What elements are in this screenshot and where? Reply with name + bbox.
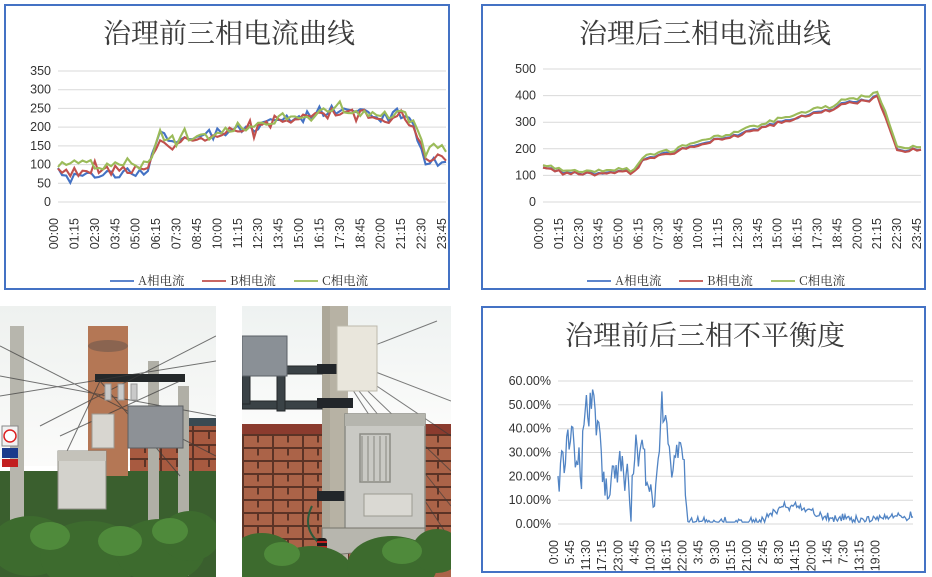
svg-text:40.00%: 40.00% — [509, 422, 551, 436]
svg-text:B相电流: B相电流 — [230, 271, 276, 289]
svg-text:15:15: 15:15 — [724, 540, 738, 571]
svg-text:16:15: 16:15 — [791, 218, 805, 249]
svg-text:150: 150 — [30, 139, 51, 153]
svg-text:19:00: 19:00 — [869, 540, 883, 571]
svg-text:20:00: 20:00 — [804, 540, 818, 571]
svg-text:02:30: 02:30 — [572, 218, 586, 249]
svg-text:30.00%: 30.00% — [509, 446, 551, 460]
svg-text:100: 100 — [515, 168, 536, 182]
svg-text:7:30: 7:30 — [836, 540, 850, 564]
svg-text:06:15: 06:15 — [632, 218, 646, 249]
svg-text:2:45: 2:45 — [756, 540, 770, 564]
svg-text:0: 0 — [529, 195, 536, 209]
svg-text:400: 400 — [515, 89, 536, 103]
svg-text:治理后三相电流曲线: 治理后三相电流曲线 — [579, 12, 831, 52]
svg-text:07:30: 07:30 — [651, 218, 665, 249]
svg-text:5:45: 5:45 — [563, 540, 577, 564]
svg-text:08:45: 08:45 — [671, 218, 685, 249]
svg-text:200: 200 — [30, 120, 51, 134]
svg-text:08:45: 08:45 — [190, 218, 204, 249]
svg-text:300: 300 — [30, 83, 51, 97]
svg-text:50.00%: 50.00% — [509, 398, 551, 412]
svg-text:01:15: 01:15 — [552, 218, 566, 249]
svg-text:20:00: 20:00 — [374, 218, 388, 249]
svg-text:治理前后三相不平衡度: 治理前后三相不平衡度 — [565, 314, 845, 354]
svg-text:14:15: 14:15 — [788, 540, 802, 571]
svg-text:0.00%: 0.00% — [516, 517, 551, 531]
svg-text:A相电流: A相电流 — [615, 271, 661, 289]
svg-text:13:45: 13:45 — [272, 218, 286, 249]
svg-text:13:15: 13:15 — [853, 540, 867, 571]
svg-text:350: 350 — [30, 64, 51, 78]
svg-text:10:00: 10:00 — [210, 218, 224, 249]
svg-text:23:45: 23:45 — [910, 218, 924, 249]
svg-text:17:30: 17:30 — [811, 218, 825, 249]
svg-text:01:15: 01:15 — [67, 218, 81, 249]
svg-text:50: 50 — [37, 176, 51, 190]
svg-text:0: 0 — [44, 195, 51, 209]
svg-text:03:45: 03:45 — [592, 218, 606, 249]
svg-text:21:00: 21:00 — [740, 540, 754, 571]
svg-text:B相电流: B相电流 — [707, 271, 753, 289]
svg-text:200: 200 — [515, 142, 536, 156]
svg-text:03:45: 03:45 — [108, 218, 122, 249]
svg-text:00:00: 00:00 — [532, 218, 546, 249]
svg-text:3:45: 3:45 — [692, 540, 706, 564]
svg-text:0:00: 0:00 — [547, 540, 561, 564]
svg-text:22:30: 22:30 — [890, 218, 904, 249]
svg-text:12:30: 12:30 — [251, 218, 265, 249]
svg-text:10:30: 10:30 — [644, 540, 658, 571]
svg-text:10.00%: 10.00% — [509, 493, 551, 507]
svg-text:11:30: 11:30 — [579, 540, 593, 570]
svg-text:10:00: 10:00 — [691, 218, 705, 249]
svg-text:12:30: 12:30 — [731, 218, 745, 249]
svg-text:C相电流: C相电流 — [322, 271, 368, 289]
svg-text:9:30: 9:30 — [708, 540, 722, 564]
svg-text:20.00%: 20.00% — [509, 469, 551, 483]
svg-text:15:00: 15:00 — [292, 218, 306, 249]
svg-text:60.00%: 60.00% — [509, 374, 551, 388]
svg-text:21:15: 21:15 — [870, 218, 884, 249]
svg-text:300: 300 — [515, 115, 536, 129]
svg-text:4:45: 4:45 — [627, 540, 641, 564]
svg-text:18:45: 18:45 — [830, 218, 844, 249]
svg-text:23:45: 23:45 — [435, 218, 449, 249]
svg-text:治理前三相电流曲线: 治理前三相电流曲线 — [103, 12, 355, 52]
svg-text:16:15: 16:15 — [660, 540, 674, 571]
svg-text:250: 250 — [30, 101, 51, 115]
svg-text:13:45: 13:45 — [751, 218, 765, 249]
svg-text:C相电流: C相电流 — [799, 271, 845, 289]
svg-text:06:15: 06:15 — [149, 218, 163, 249]
svg-text:02:30: 02:30 — [88, 218, 102, 249]
svg-text:00:00: 00:00 — [47, 218, 61, 249]
svg-text:11:15: 11:15 — [231, 218, 245, 248]
svg-text:22:30: 22:30 — [415, 218, 429, 249]
svg-text:21:15: 21:15 — [394, 218, 408, 249]
svg-text:17:15: 17:15 — [595, 540, 609, 571]
svg-text:22:00: 22:00 — [676, 540, 690, 571]
svg-text:20:00: 20:00 — [850, 218, 864, 249]
svg-text:23:00: 23:00 — [611, 540, 625, 571]
svg-text:05:00: 05:00 — [129, 218, 143, 249]
svg-text:8:30: 8:30 — [772, 540, 786, 564]
svg-text:05:00: 05:00 — [612, 218, 626, 249]
svg-text:18:45: 18:45 — [353, 218, 367, 249]
svg-text:500: 500 — [515, 62, 536, 76]
svg-text:11:15: 11:15 — [711, 218, 725, 248]
svg-text:A相电流: A相电流 — [138, 271, 184, 289]
svg-text:1:45: 1:45 — [820, 540, 834, 564]
svg-text:07:30: 07:30 — [170, 218, 184, 249]
svg-text:17:30: 17:30 — [333, 218, 347, 249]
svg-text:16:15: 16:15 — [313, 218, 327, 249]
svg-text:15:00: 15:00 — [771, 218, 785, 249]
svg-text:100: 100 — [30, 158, 51, 172]
